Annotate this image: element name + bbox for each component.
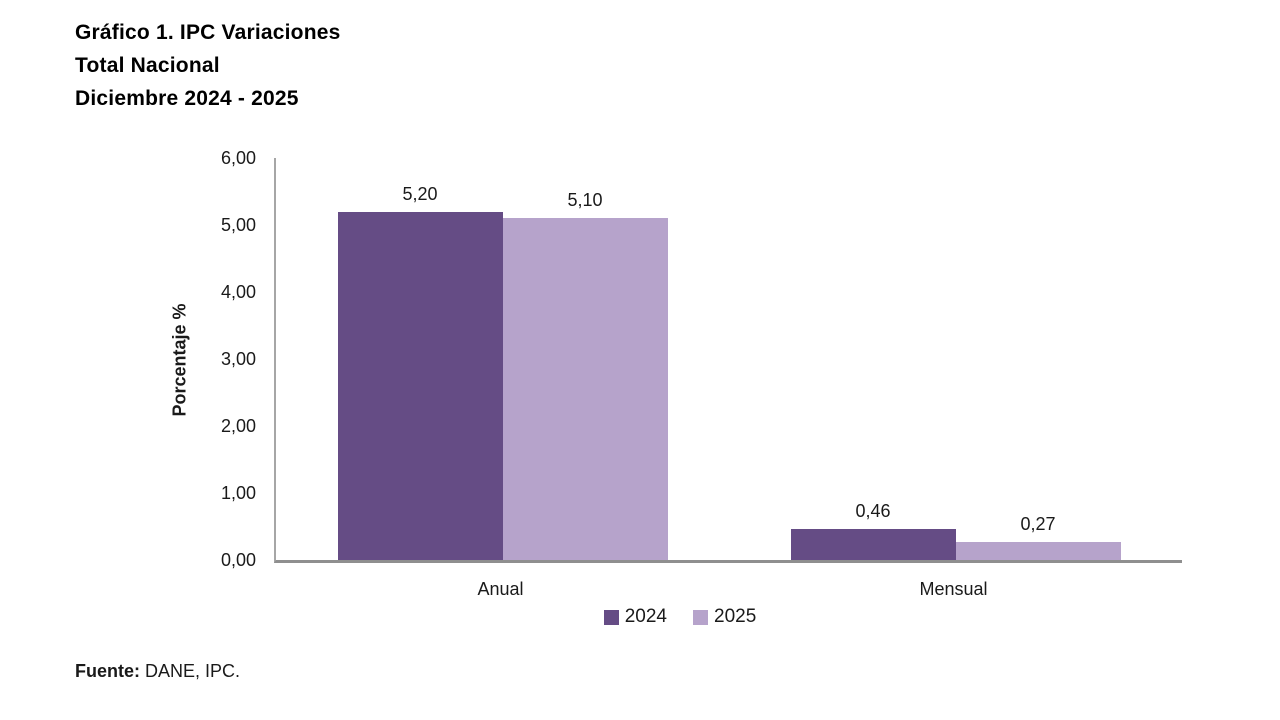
bar-value-label-mensual-2025: 0,27: [1020, 513, 1056, 534]
y-tick-label: 3,00: [220, 349, 256, 369]
legend-item-2024: 2024: [603, 606, 667, 628]
legend-item-2025: 2025: [693, 606, 756, 628]
legend: 2024 2025: [170, 606, 1190, 628]
y-tick-label: 5,00: [220, 215, 256, 235]
source-note: Fuente: DANE, IPC.: [75, 661, 240, 682]
y-tick-label: 6,00: [220, 148, 256, 168]
y-axis-tick-labels: 0,00 1,00 2,00 3,00 4,00 5,00 6,00: [0, 0, 256, 720]
x-category-label-anual: Anual: [477, 579, 524, 599]
bar-mensual-2025: [955, 541, 1121, 560]
bar-mensual-2024: [790, 529, 956, 560]
source-label: Fuente:: [75, 661, 140, 681]
bar-anual-2024: [337, 211, 503, 560]
y-tick-label: 0,00: [220, 550, 256, 570]
legend-label-2025: 2025: [714, 606, 757, 627]
chart-title-line-3: Diciembre 2024 - 2025: [75, 87, 299, 110]
bar-anual-2025: [502, 218, 668, 560]
bar-value-label-anual-2024: 5,20: [402, 183, 438, 204]
x-category-label-mensual: Mensual: [919, 579, 988, 599]
x-axis-category-labels: Anual Mensual: [274, 579, 1180, 605]
chart-title-line-2: Total Nacional: [75, 54, 220, 77]
y-tick-label: 4,00: [220, 282, 256, 302]
bar-value-label-mensual-2024: 0,46: [855, 501, 891, 522]
y-tick-label: 1,00: [220, 483, 256, 503]
legend-swatch-2024: [603, 609, 619, 625]
legend-label-2024: 2024: [624, 606, 667, 627]
source-text: DANE, IPC.: [145, 661, 241, 681]
plot-area: 5,20 5,10 0,46 0,27: [274, 158, 1182, 563]
chart-title: Gráfico 1. IPC Variaciones Total Naciona…: [75, 16, 341, 115]
y-tick-label: 2,00: [220, 416, 256, 436]
legend-swatch-2025: [693, 609, 708, 625]
bar-value-label-anual-2025: 5,10: [567, 190, 603, 211]
chart-title-line-1: Gráfico 1. IPC Variaciones: [75, 21, 341, 44]
